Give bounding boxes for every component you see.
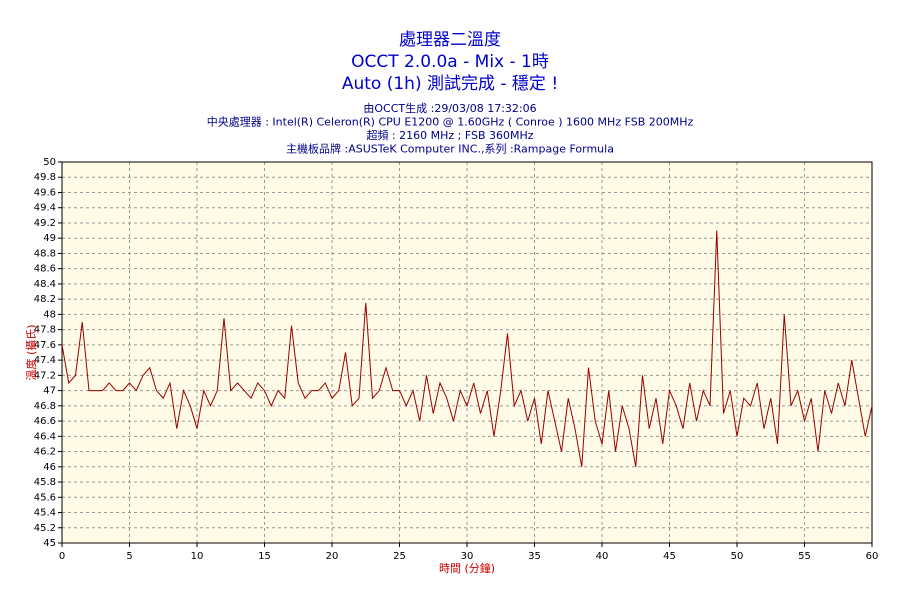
x-tick-label: 45 (663, 551, 676, 562)
y-tick-label: 46.2 (34, 447, 56, 458)
y-tick-label: 47 (43, 386, 56, 397)
x-tick-label: 55 (798, 551, 811, 562)
y-tick-label: 50 (43, 157, 56, 168)
chart-subtitle: 由OCCT生成 :29/03/08 17:32:06 (363, 101, 536, 115)
y-tick-label: 47.4 (34, 355, 56, 366)
y-tick-label: 48 (43, 309, 56, 320)
y-tick-label: 46.8 (34, 401, 56, 412)
y-tick-label: 47.8 (34, 325, 56, 336)
x-tick-label: 50 (731, 551, 744, 562)
y-tick-label: 45.6 (34, 492, 56, 503)
y-tick-label: 46.4 (34, 431, 56, 442)
y-tick-label: 48.8 (34, 248, 56, 259)
y-tick-label: 49.2 (34, 218, 56, 229)
y-tick-label: 49 (43, 233, 56, 244)
y-tick-label: 49.8 (34, 172, 56, 183)
chart-subtitle: 中央處理器 : Intel(R) Celeron(R) CPU E1200 @ … (207, 115, 694, 129)
chart-title: Auto (1h) 測試完成 - 穩定 ! (342, 74, 558, 94)
y-tick-label: 49.4 (34, 203, 56, 214)
y-tick-label: 45.4 (34, 508, 56, 519)
y-tick-label: 47.2 (34, 370, 56, 381)
y-tick-label: 48.6 (34, 264, 56, 275)
x-tick-label: 40 (596, 551, 609, 562)
plot-border (61, 161, 873, 544)
x-tick-label: 10 (191, 551, 204, 562)
plot-area (62, 162, 872, 543)
y-tick-label: 49.6 (34, 187, 56, 198)
x-tick-label: 30 (461, 551, 474, 562)
y-tick-label: 45.8 (34, 477, 56, 488)
x-tick-label: 15 (258, 551, 271, 562)
chart-subtitle: 主機板品牌 :ASUSTeK Computer INC.,系列 :Rampage… (286, 142, 614, 156)
y-tick-label: 47.6 (34, 340, 56, 351)
x-tick-label: 20 (326, 551, 339, 562)
x-tick-label: 35 (528, 551, 541, 562)
y-tick-label: 46 (43, 462, 56, 473)
x-tick-label: 0 (59, 551, 65, 562)
data-line (61, 230, 873, 467)
y-tick-label: 45 (43, 538, 56, 549)
chart-subtitle: 超頻 : 2160 MHz ; FSB 360MHz (366, 128, 533, 142)
y-axis-label: 溫度 (攝氏) (24, 324, 38, 380)
chart-title: OCCT 2.0.0a - Mix - 1時 (351, 52, 549, 72)
x-axis-label: 時間 (分鐘) (439, 561, 495, 575)
y-tick-label: 45.2 (34, 523, 56, 534)
y-tick-label: 46.6 (34, 416, 56, 427)
chart-title: 處理器二溫度 (399, 30, 501, 50)
x-tick-label: 25 (393, 551, 406, 562)
y-tick-label: 48.4 (34, 279, 56, 290)
x-tick-label: 60 (866, 551, 879, 562)
y-tick-label: 48.2 (34, 294, 56, 305)
x-tick-label: 5 (126, 551, 132, 562)
